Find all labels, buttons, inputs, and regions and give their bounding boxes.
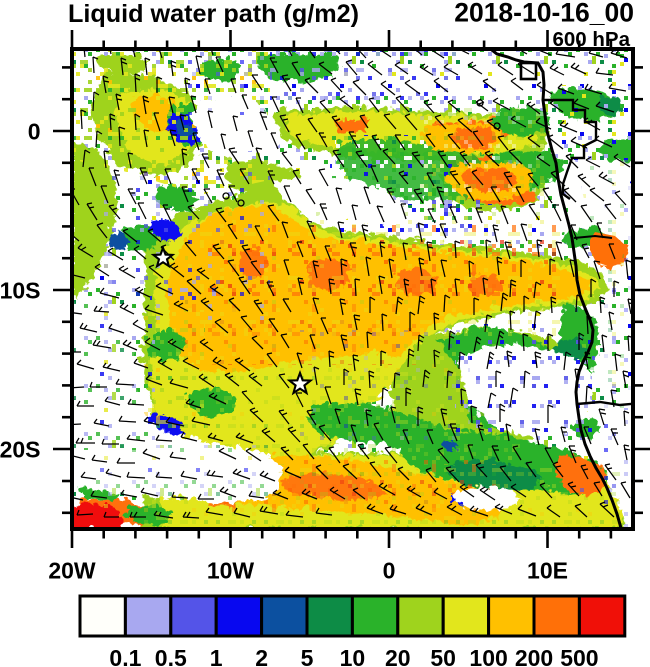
svg-text:100: 100 bbox=[469, 645, 507, 667]
svg-text:500: 500 bbox=[560, 645, 598, 667]
svg-text:10E: 10E bbox=[527, 558, 568, 584]
svg-text:10W: 10W bbox=[207, 558, 255, 584]
svg-text:0: 0 bbox=[383, 558, 396, 584]
svg-text:10: 10 bbox=[340, 645, 366, 667]
svg-text:50: 50 bbox=[430, 645, 456, 667]
svg-text:200: 200 bbox=[515, 645, 553, 667]
svg-text:600 hPa: 600 hPa bbox=[553, 28, 631, 51]
svg-text:5: 5 bbox=[301, 645, 314, 667]
svg-text:20: 20 bbox=[385, 645, 411, 667]
svg-text:10S: 10S bbox=[0, 277, 41, 303]
svg-text:20S: 20S bbox=[0, 436, 41, 462]
svg-text:Liquid water path (g/m2): Liquid water path (g/m2) bbox=[68, 0, 359, 28]
svg-text:0.1: 0.1 bbox=[109, 645, 141, 667]
svg-text:20W: 20W bbox=[48, 558, 96, 584]
svg-text:2018-10-16_00: 2018-10-16_00 bbox=[454, 0, 634, 28]
svg-text:0: 0 bbox=[28, 118, 41, 144]
svg-text:2: 2 bbox=[255, 645, 268, 667]
svg-text:1: 1 bbox=[210, 645, 223, 667]
svg-text:0.5: 0.5 bbox=[155, 645, 187, 667]
